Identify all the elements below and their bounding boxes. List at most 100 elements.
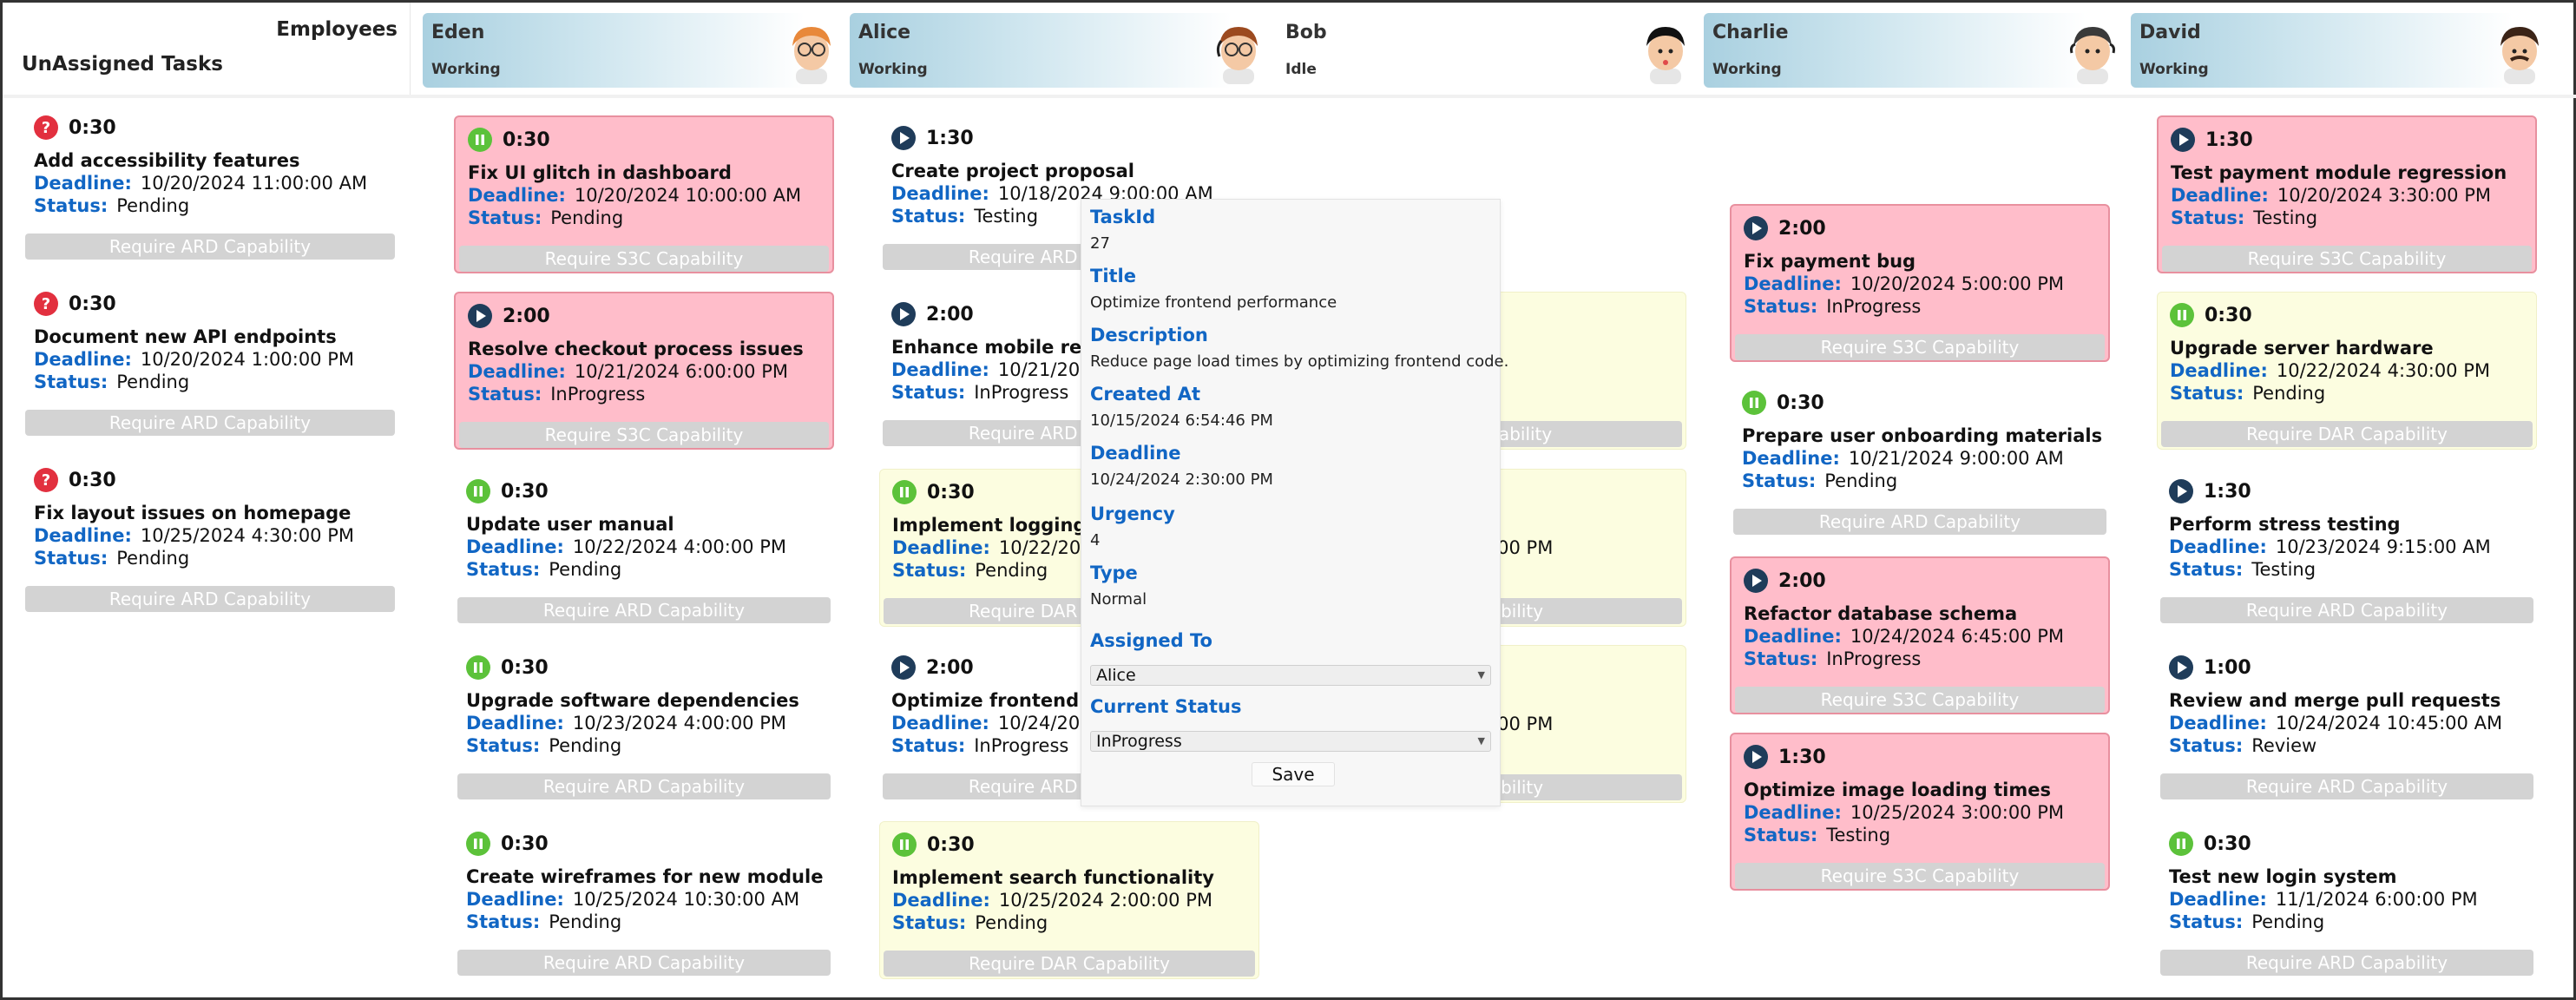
save-button[interactable]: Save (1252, 762, 1335, 786)
capability-requirement: Require DAR Capability (2161, 421, 2533, 447)
assigned-select[interactable]: Alice ▼ (1090, 665, 1491, 686)
play-icon[interactable] (891, 655, 916, 680)
status-value: Pending (1824, 470, 1898, 491)
deadline-label: Deadline: (468, 185, 566, 206)
capability-requirement: Require S3C Capability (1735, 334, 2105, 360)
status-label: Status: (34, 372, 108, 392)
play-icon[interactable] (891, 302, 916, 326)
taskid-label: TaskId (1090, 207, 1156, 227)
employee-status-band (1704, 13, 2086, 88)
question-icon[interactable]: ? (34, 468, 58, 492)
pause-icon[interactable] (892, 480, 917, 504)
task-status: Status: Pending (2169, 911, 2324, 932)
current-status-select[interactable]: InProgress ▼ (1090, 731, 1491, 752)
task-duration: 0:30 (501, 481, 549, 503)
deadline-value: 10/24/2024 6:45:00 PM (1850, 626, 2064, 647)
task-card[interactable]: 0:30 Fix UI glitch in dashboard Deadline: 1… (454, 115, 834, 273)
pause-icon[interactable] (1742, 391, 1766, 415)
deadline-label: Deadline: (34, 349, 132, 370)
task-card[interactable]: 1:30 Optimize image loading times Deadline… (1730, 733, 2110, 891)
deadline-label: Deadline: (2171, 185, 2269, 206)
task-card[interactable]: 0:30 Create wireframes for new module Dead… (454, 821, 834, 979)
status-label: Status: (466, 911, 541, 932)
task-card[interactable]: 1:00 Review and merge pull requests Deadli… (2157, 645, 2537, 803)
pause-icon[interactable] (892, 832, 917, 857)
task-card[interactable]: 0:30 Prepare user onboarding materials Dea… (1730, 380, 2110, 538)
capability-requirement: Require ARD Capability (457, 597, 831, 623)
employee-header-charlie[interactable]: Charlie Working (1704, 13, 2127, 88)
created-label: Created At (1090, 384, 1201, 405)
task-card[interactable]: 2:00 Resolve checkout process issues Deadl… (454, 292, 834, 450)
task-status: Status: InProgress (891, 382, 1068, 403)
employee-header-alice[interactable]: Alice Working (850, 13, 1273, 88)
employee-header-david[interactable]: David Working (2131, 13, 2554, 88)
task-title: Test new login system (2169, 866, 2397, 887)
deadline-label: Deadline: (466, 713, 564, 734)
pause-icon[interactable] (2169, 832, 2193, 856)
status-label: Status: (892, 912, 967, 933)
play-icon[interactable] (2171, 128, 2195, 152)
play-icon[interactable] (2169, 479, 2193, 503)
task-card[interactable]: ? 0:30 Document new API endpoints Deadline:… (22, 281, 398, 439)
play-icon[interactable] (1744, 745, 1768, 769)
task-title: Optimize image loading times (1744, 780, 2051, 800)
status-value: Pending (2251, 911, 2325, 932)
play-icon[interactable] (1744, 569, 1768, 593)
task-title: Upgrade server hardware (2170, 338, 2434, 359)
deadline-value: 10/20/2024 11:00:00 AM (140, 173, 368, 194)
task-card[interactable]: ? 0:30 Add accessibility features Deadline:… (22, 105, 398, 263)
status-label: Status: (891, 206, 966, 227)
employee-status: Working (1712, 61, 1782, 78)
pause-icon[interactable] (466, 655, 490, 680)
task-duration: 0:30 (69, 470, 116, 491)
capability-requirement: Require ARD Capability (25, 410, 395, 436)
task-card[interactable]: 0:30 Upgrade server hardware Deadline: 10/2… (2157, 292, 2537, 450)
task-duration: 1:30 (926, 128, 974, 149)
play-icon[interactable] (468, 304, 492, 328)
task-card[interactable]: 0:30 Update user manual Deadline: 10/22/202… (454, 469, 834, 627)
task-status: Status: Testing (2169, 559, 2316, 580)
status-label: Status: (34, 195, 108, 216)
capability-requirement: Require S3C Capability (2162, 246, 2532, 272)
task-status: Status: Pending (892, 560, 1048, 581)
status-label: Status: (468, 384, 542, 405)
deadline-value: 10/21/2024 9:00:00 AM (1848, 448, 2064, 469)
deadline-value: 10/21/2024 6:00:00 PM (574, 361, 788, 382)
employee-status: Working (858, 61, 928, 78)
task-card[interactable]: 1:30 Perform stress testing Deadline: 10/23… (2157, 469, 2537, 627)
pause-icon[interactable] (466, 479, 490, 503)
task-deadline: Deadline: 10/21/2024 9:00:00 AM (1742, 448, 2064, 469)
pause-icon[interactable] (2170, 303, 2194, 327)
task-title: Fix UI glitch in dashboard (468, 162, 732, 183)
task-duration: 0:30 (927, 482, 975, 503)
employee-header-bob[interactable]: Bob Idle (1277, 13, 1700, 88)
task-card[interactable]: 0:30 Implement search functionality Deadli… (879, 821, 1259, 979)
current-status-label: Current Status (1090, 696, 1242, 717)
task-card[interactable]: 0:30 Test new login system Deadline: 11/1/2… (2157, 821, 2537, 979)
status-label: Status: (2170, 383, 2244, 404)
task-status: Status: InProgress (1744, 296, 1921, 317)
status-label: Status: (1744, 825, 1818, 845)
employee-header-eden[interactable]: Eden Working (423, 13, 846, 88)
task-title: Update user manual (466, 514, 674, 535)
task-card[interactable]: ? 0:30 Fix layout issues on homepage Deadli… (22, 457, 398, 615)
svg-text:?: ? (42, 471, 50, 490)
task-duration: 0:30 (503, 129, 550, 151)
task-title: Prepare user onboarding materials (1742, 425, 2103, 446)
play-icon[interactable] (2169, 655, 2193, 680)
task-card[interactable]: 2:00 Refactor database schema Deadline: 10/… (1730, 556, 2110, 714)
avatar (777, 15, 846, 84)
play-icon[interactable] (1744, 216, 1768, 240)
question-icon[interactable]: ? (34, 115, 58, 140)
task-card[interactable]: 1:30 Test payment module regression Deadli… (2157, 115, 2537, 273)
deadline-label: Deadline: (466, 889, 564, 910)
pause-icon[interactable] (466, 832, 490, 856)
pause-icon[interactable] (468, 128, 492, 152)
svg-text:?: ? (42, 119, 50, 137)
task-deadline: Deadline: 10/23/2024 4:00:00 PM (466, 713, 786, 734)
play-icon[interactable] (891, 126, 916, 150)
question-icon[interactable]: ? (34, 292, 58, 316)
task-card[interactable]: 0:30 Upgrade software dependencies Deadlin… (454, 645, 834, 803)
urgency-label: Urgency (1090, 503, 1175, 524)
task-card[interactable]: 2:00 Fix payment bug Deadline: 10/20/2024 5… (1730, 204, 2110, 362)
